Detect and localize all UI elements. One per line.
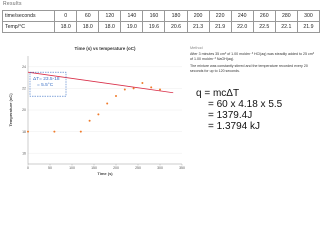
x-tick-label: 250: [135, 166, 141, 170]
results-table: time/seconds 0 60 120 140 160 180 200 220 240 260 2…: [1, 10, 320, 33]
table-cell: 18.0: [76, 21, 100, 33]
table-cell: 18.0: [98, 21, 122, 33]
data-point: [123, 88, 126, 91]
method-heading: Method: [190, 46, 203, 50]
data-point: [97, 113, 100, 116]
x-tick-label: 150: [91, 166, 97, 170]
x-tick-label: 200: [113, 166, 119, 170]
y-tick-label: 22: [22, 87, 26, 91]
trend-line: [27, 71, 174, 94]
equation-line: = 1.3794 kJ: [208, 121, 260, 132]
table-cell: 0: [54, 10, 78, 22]
table-cell: 200: [186, 10, 210, 22]
table-cell: 160: [142, 10, 166, 22]
table-cell: 300: [296, 10, 320, 22]
x-tick-label: 300: [157, 166, 163, 170]
table-cell: 220: [208, 10, 232, 22]
table-cell: 180: [164, 10, 188, 22]
table-cell: 22.1: [274, 21, 298, 33]
equation-line: q = mcΔT: [196, 88, 240, 99]
annotation-text: = 5.5°C: [37, 82, 54, 88]
x-axis-label: Time (s): [97, 171, 113, 176]
table-cell: 20.6: [164, 21, 188, 33]
data-point: [141, 82, 144, 84]
data-point: [79, 130, 82, 133]
table-cell: 18.0: [54, 21, 78, 33]
x-tick-label: 50: [48, 166, 52, 170]
chart: Time (s) vs temperature (oC) 16 18 20 22 24 0 5…: [8, 46, 185, 176]
y-tick-label: 16: [22, 151, 26, 155]
data-point: [53, 130, 56, 133]
chart-title: Time (s) vs temperature (oC): [75, 46, 136, 51]
table-cell: 120: [98, 10, 122, 22]
method-text: Method After 3 minutes 35 cm³ of 1.00 mo…: [190, 46, 316, 76]
table-cell: 22.5: [252, 21, 276, 33]
y-tick-label: 18: [22, 130, 26, 134]
table-cell: 22.0: [230, 21, 254, 33]
annotation-text: ΔT= 23.5-18: [33, 76, 60, 82]
x-tick-label: 350: [179, 166, 185, 170]
x-tick-label: 0: [27, 166, 29, 170]
table-row: time/seconds 0 60 120 140 160 180 200 220 240 260 2…: [1, 10, 320, 22]
table-cell: 140: [120, 10, 144, 22]
data-point: [88, 119, 91, 122]
table-cell: 280: [274, 10, 298, 22]
table-row: Temp/°C 18.0 18.0 18.0 19.0 19.6 20.6 21.3 21.9 2…: [1, 21, 320, 33]
equation-line: = 1379.4J: [208, 110, 253, 121]
data-point: [132, 87, 135, 90]
table-cell: 21.3: [186, 21, 210, 33]
data-point: [159, 88, 161, 91]
y-tick-label: 24: [22, 65, 26, 69]
annotation-box: [29, 71, 67, 97]
y-axis-label: Temperature (oC): [8, 93, 13, 127]
table-cell: 260: [252, 10, 276, 22]
table-cell: time/seconds: [1, 10, 56, 22]
section-title: Results: [3, 1, 22, 7]
method-paragraph: The mixture was constantly stirred and t…: [190, 64, 308, 73]
equation-line: = 60 x 4.18 x 5.5: [208, 99, 283, 110]
table-cell: 21.9: [296, 21, 320, 33]
data-point: [27, 130, 29, 133]
data-point: [115, 94, 117, 97]
page: {"header": {"title": "Results"}, "table"…: [1, 1, 320, 176]
table-cell: Temp/°C: [1, 21, 56, 33]
x-tick-label: 100: [69, 166, 75, 170]
y-tick-label: 20: [22, 108, 26, 112]
data-point: [106, 102, 109, 105]
table-cell: 21.9: [208, 21, 232, 33]
table-cell: 240: [230, 10, 254, 22]
calculation: q = mcΔT = 60 x 4.18 x 5.5 = 1379.4J = 1…: [196, 88, 282, 132]
method-paragraph: After 3 minutes 35 cm³ of 1.00 moldm⁻³ H…: [190, 52, 314, 61]
data-point: [150, 86, 153, 89]
table-cell: 19.0: [120, 21, 144, 33]
table-cell: 19.6: [142, 21, 166, 33]
table-cell: 60: [76, 10, 100, 22]
